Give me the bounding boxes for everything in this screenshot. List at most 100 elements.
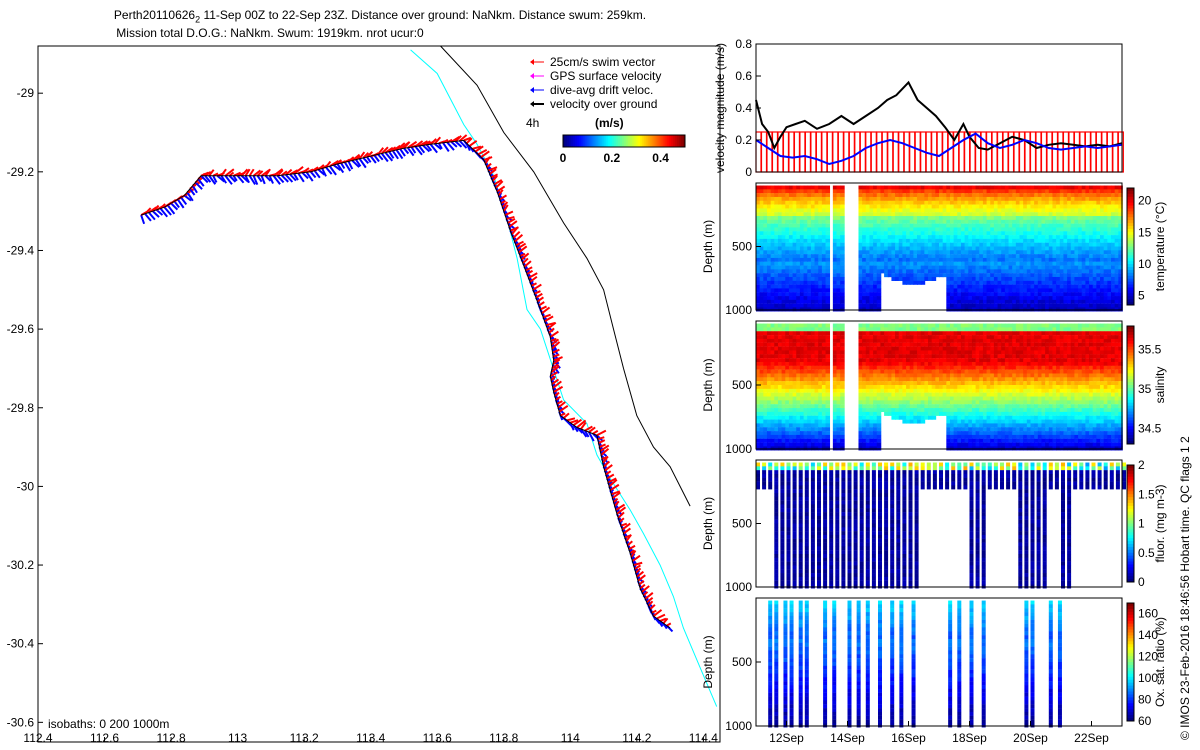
- profile-sample: [777, 254, 783, 259]
- profile-sample: [807, 288, 812, 293]
- profile-sample: [986, 212, 992, 217]
- drift-vector: [276, 175, 285, 184]
- profile-sample: [1096, 303, 1101, 308]
- profile-sample: [931, 265, 937, 270]
- swim-vector: [605, 470, 612, 476]
- profile-sample: [1100, 254, 1105, 259]
- profile-sample: [960, 189, 966, 194]
- profile-sample: [975, 238, 981, 243]
- profile-sample: [832, 196, 838, 201]
- profile-sample: [796, 242, 801, 247]
- profile-sample: [777, 216, 783, 221]
- profile-sample: [1074, 204, 1079, 209]
- profile-sample: [1023, 193, 1028, 198]
- profile-sample: [1026, 219, 1032, 224]
- profile-sample: [1103, 200, 1109, 205]
- profile-sample: [898, 219, 904, 224]
- profile-sample: [990, 208, 995, 213]
- profile-sample: [1092, 227, 1098, 232]
- profile-sample: [832, 216, 838, 221]
- profile-sample: [1048, 296, 1054, 301]
- drift-vector: [395, 149, 404, 160]
- profile-sample: [1030, 200, 1035, 205]
- swim-vector: [550, 337, 557, 342]
- drift-vector: [212, 175, 218, 183]
- profile-sample: [810, 242, 816, 247]
- profile-sample: [1052, 269, 1057, 274]
- profile-sample: [1107, 296, 1112, 301]
- swim-vector: [264, 168, 271, 177]
- profile-sample: [928, 219, 933, 224]
- profile-sample: [1026, 193, 1032, 198]
- profile-sample: [1015, 288, 1021, 293]
- profile-sample: [990, 231, 995, 236]
- profile-sample: [928, 193, 933, 198]
- profile-sample: [957, 246, 962, 251]
- profile-sample: [949, 235, 955, 240]
- profile-sample: [913, 204, 918, 209]
- profile-sample: [1070, 200, 1076, 205]
- profile-sample: [1026, 307, 1032, 312]
- profile-sample: [777, 261, 783, 266]
- profile-sample: [949, 219, 955, 224]
- profile-sample: [756, 446, 761, 451]
- profile-sample: [931, 189, 937, 194]
- profile-sample: [1052, 196, 1057, 201]
- profile-sample: [1081, 242, 1087, 247]
- swim-vector: [569, 419, 579, 424]
- profile-sample: [770, 323, 776, 328]
- profile-sample: [1107, 204, 1112, 209]
- profile-sample: [931, 193, 937, 198]
- profile-sample: [1019, 250, 1025, 255]
- profile-sample: [1074, 265, 1079, 270]
- profile-sample: [799, 231, 805, 236]
- profile-sample: [1052, 208, 1057, 213]
- profile-sample: [763, 219, 768, 224]
- profile-sample: [1026, 303, 1032, 308]
- swim-vector: [552, 353, 560, 358]
- swim-vector: [465, 137, 473, 144]
- profile-sample: [821, 212, 827, 217]
- profile-sample: [953, 296, 959, 301]
- profile-sample: [1026, 246, 1032, 251]
- map-y-tick-label: -29.6: [7, 322, 35, 336]
- profile-sample: [990, 212, 995, 217]
- profile-sample: [935, 273, 940, 278]
- profile-sample: [777, 257, 783, 262]
- profile-sample: [1063, 238, 1068, 243]
- profile-sample: [909, 242, 915, 247]
- profile-sample: [807, 193, 812, 198]
- profile-sample: [982, 280, 988, 285]
- profile-sample: [1063, 307, 1068, 312]
- profile-sample: [898, 257, 904, 262]
- profile-sample: [1070, 257, 1076, 262]
- profile-sample: [1092, 284, 1098, 289]
- swim-vector: [553, 385, 564, 393]
- profile-sample: [770, 408, 776, 413]
- profile-sample: [1063, 193, 1068, 198]
- profile-sample: [1037, 246, 1043, 251]
- profile-sample: [766, 388, 772, 393]
- profile-sample: [810, 216, 816, 221]
- profile-sample: [763, 296, 768, 301]
- profile-sample: [960, 219, 966, 224]
- profile-sample: [825, 323, 831, 328]
- profile-sample: [1004, 276, 1010, 281]
- profile-sample: [1012, 250, 1017, 255]
- profile-sample: [756, 419, 761, 424]
- profile-sample: [821, 261, 827, 266]
- profile-sample: [1008, 189, 1014, 194]
- profile-sample: [997, 284, 1003, 289]
- profile-sample: [1063, 204, 1068, 209]
- profile-sample: [1096, 193, 1101, 198]
- profile-sample: [975, 212, 981, 217]
- profile-sample: [1092, 193, 1098, 198]
- profile-sample: [1067, 288, 1072, 293]
- profile-sample: [964, 292, 970, 297]
- profile-sample: [1074, 307, 1079, 312]
- profile-sample: [1059, 265, 1065, 270]
- profile-sample: [766, 338, 772, 343]
- profile-sample: [774, 288, 779, 293]
- profile-sample: [979, 196, 984, 201]
- profile-sample: [960, 216, 966, 221]
